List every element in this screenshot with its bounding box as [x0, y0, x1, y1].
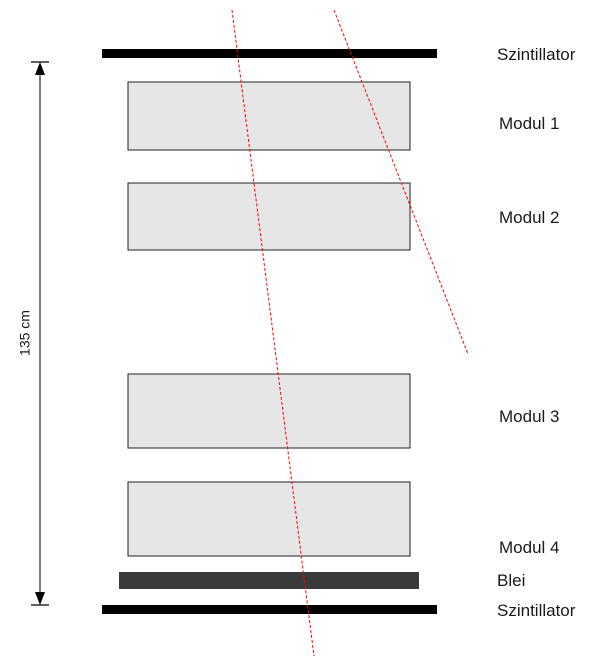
label-scintillator-bottom: Szintillator [497, 601, 576, 620]
label-modul-4: Modul 4 [499, 538, 559, 557]
label-modul-1: Modul 1 [499, 114, 559, 133]
modul-1-box [127, 81, 411, 151]
label-scintillator-top: Szintillator [497, 45, 576, 64]
modul-2-box [127, 182, 411, 251]
scintillator-bottom-bar [102, 605, 437, 614]
lead-absorber-bar [119, 572, 419, 589]
scintillator-top-bar [102, 49, 437, 58]
modul-3-box [127, 373, 411, 449]
height-dimension-arrow [31, 61, 49, 606]
label-lead: Blei [497, 571, 525, 590]
particle-track-through [231, 9, 315, 657]
label-modul-3: Modul 3 [499, 407, 559, 426]
height-dimension-label: 135 cm [17, 310, 33, 356]
modul-4-box [127, 481, 411, 557]
particle-track-exiting [333, 9, 469, 355]
label-modul-2: Modul 2 [499, 208, 559, 227]
